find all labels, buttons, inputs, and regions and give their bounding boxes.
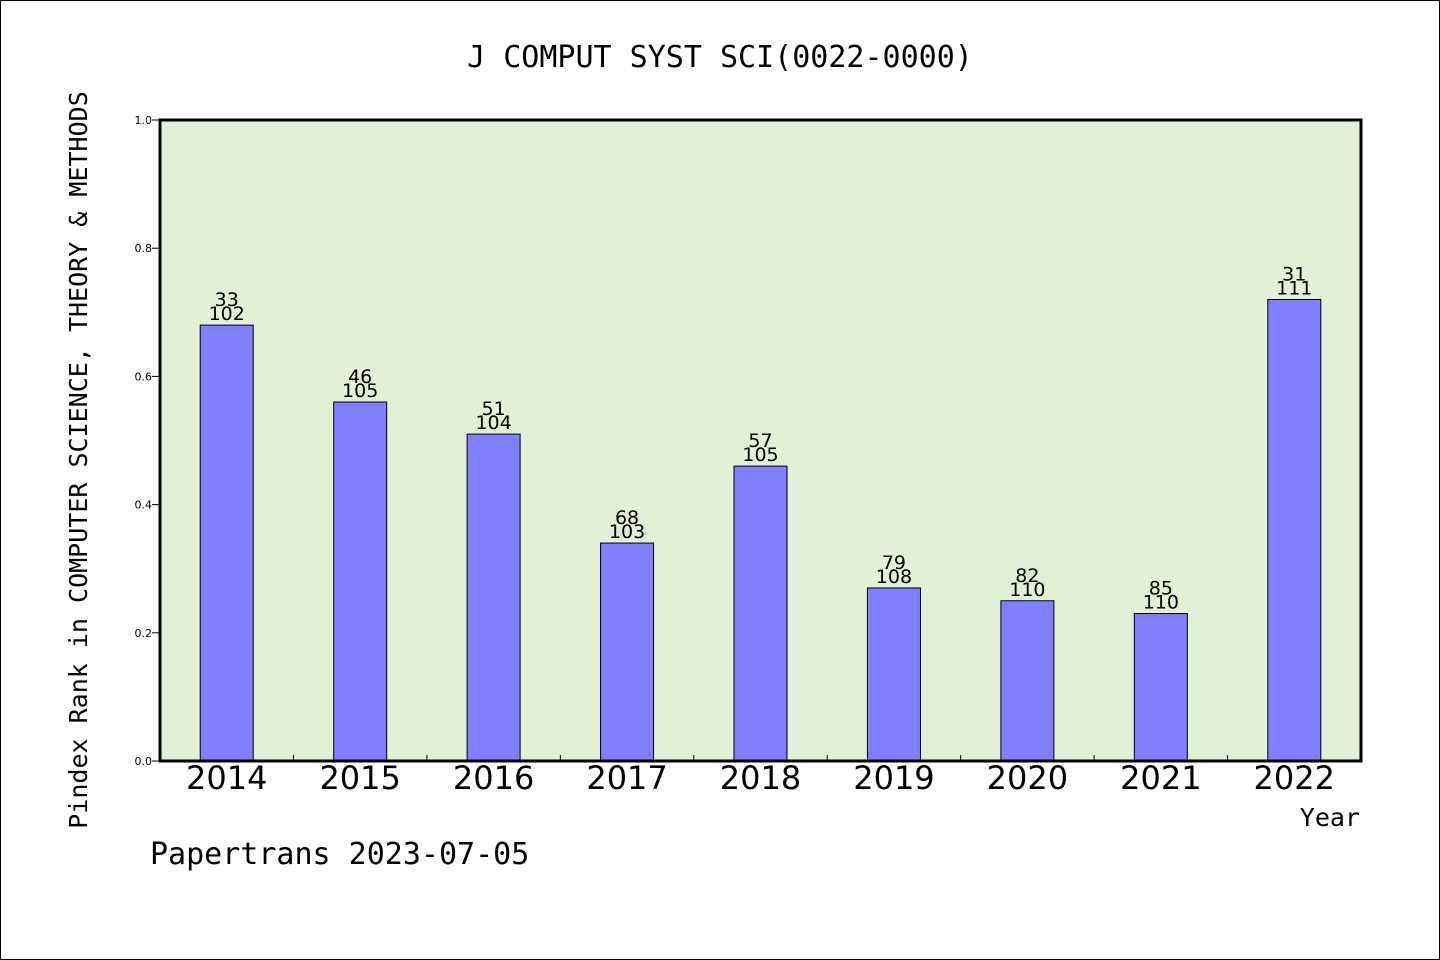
bar-rank-label: 68: [615, 507, 639, 529]
bar-2018: [733, 465, 788, 762]
bar-total-label: 111: [1276, 277, 1312, 299]
bar-rank-label: 31: [1282, 263, 1306, 285]
plot-frame: [158, 118, 1363, 763]
x-tick-label: 2021: [1120, 759, 1201, 797]
bar-rank-label: 79: [882, 552, 906, 574]
x-tick-label: 2019: [853, 759, 934, 797]
bar-rank-label: 46: [348, 366, 372, 388]
bar-total-label: 104: [475, 412, 511, 434]
y-axis-label: Pindex Rank in COMPUTER SCIENCE, THEORY …: [64, 91, 93, 829]
y-axis-ticks: 0.0 0.2 0.4 0.6 0.8 1.0: [135, 114, 160, 768]
bar-rank-label: 85: [1149, 578, 1173, 600]
bar-2022: [1267, 298, 1322, 762]
bar-2017: [600, 542, 655, 762]
x-tick-label: 2015: [319, 759, 400, 797]
bar-2021: [1133, 613, 1188, 762]
bar-rank-label: 33: [215, 289, 239, 311]
x-tick-label: 2017: [586, 759, 667, 797]
y-tick-label: 0.6: [135, 370, 153, 383]
bar-2020: [1000, 600, 1055, 762]
y-tick-label: 1.0: [135, 114, 153, 127]
bar-total-label: 110: [1009, 579, 1045, 601]
y-tick-label: 0.0: [135, 755, 153, 768]
bar-2016: [466, 433, 521, 762]
bar-rank-label: 82: [1015, 565, 1039, 587]
bar-2014: [199, 324, 254, 762]
bar-total-label: 105: [742, 444, 778, 466]
y-tick-label: 0.2: [135, 627, 153, 640]
x-tick-label: 2016: [453, 759, 534, 797]
y-tick-label: 0.8: [135, 242, 153, 255]
bar-total-label: 105: [342, 380, 378, 402]
bar-total-label: 102: [209, 303, 245, 325]
x-tick-label: 2020: [987, 759, 1068, 797]
bar-total-label: 110: [1143, 592, 1179, 614]
x-axis-ticks: 2014 2015 2016 2017 2018 2019 2020 2021 2022: [186, 755, 1335, 797]
y-tick-label: 0.4: [135, 499, 153, 512]
x-tick-label: 2014: [186, 759, 267, 797]
bar-total-label: 103: [609, 521, 645, 543]
x-axis-label: Year: [1300, 803, 1360, 832]
bar-2015: [333, 401, 388, 762]
x-tick-label: 2018: [720, 759, 801, 797]
x-tick-label: 2022: [1254, 759, 1335, 797]
bar-rank-label: 57: [748, 430, 772, 452]
bar-2019: [866, 587, 921, 762]
chart-title: J COMPUT SYST SCI(0022-0000): [467, 40, 973, 75]
footer-text: Papertrans 2023-07-05: [150, 837, 529, 872]
bar-total-label: 108: [876, 566, 912, 588]
bar-rank-label: 51: [482, 398, 506, 420]
